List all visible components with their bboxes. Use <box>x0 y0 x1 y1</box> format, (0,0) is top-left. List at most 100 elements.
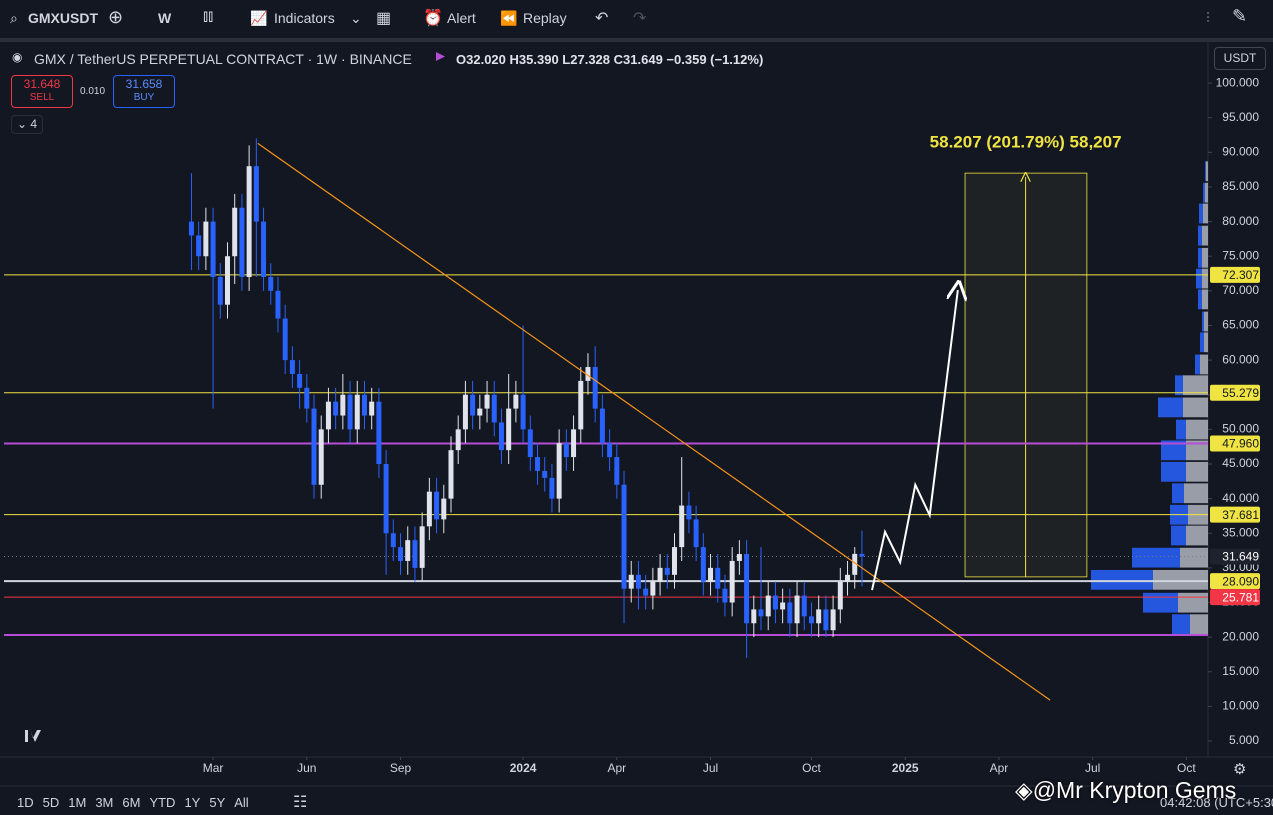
candle-body <box>621 484 627 589</box>
candle-body <box>484 394 490 409</box>
candle-body <box>852 553 858 575</box>
profile-up <box>1205 182 1208 203</box>
o: 32.020 <box>466 52 506 67</box>
y-tick-label: 50.000 <box>1222 422 1259 436</box>
candle-body <box>275 290 281 319</box>
chart-type[interactable]: ⫾⫾ <box>203 8 214 25</box>
candle-body <box>390 533 396 548</box>
date-range-icon[interactable]: ☷ <box>293 794 308 811</box>
profile-down <box>1161 440 1186 461</box>
candle-body <box>369 401 375 416</box>
x-tick-label: 2025 <box>892 761 919 775</box>
alert[interactable]: Alert <box>447 10 476 26</box>
draw-tool[interactable]: ✎ <box>1232 6 1248 26</box>
range-button[interactable]: All <box>234 795 249 810</box>
interval[interactable]: W <box>158 10 172 26</box>
buy-button[interactable]: 31.658 BUY <box>113 75 175 108</box>
candle-body <box>736 554 742 561</box>
c-key: C <box>613 52 624 67</box>
candle-body <box>780 602 786 610</box>
candle-body <box>715 567 721 589</box>
search-icon[interactable]: ⌕ <box>10 10 18 26</box>
candle-body <box>311 408 317 485</box>
candle-body <box>405 540 411 561</box>
candle-body <box>441 498 447 520</box>
y-tick-label: 80.000 <box>1222 214 1259 228</box>
buy-label: BUY <box>133 92 155 103</box>
profile-up <box>1190 614 1208 635</box>
price-tag <box>1210 435 1260 452</box>
candle-body <box>578 380 584 430</box>
candle-body <box>434 491 440 520</box>
settings[interactable]: ⚙ <box>1233 761 1247 778</box>
candle-body <box>830 609 836 631</box>
drag-handle[interactable]: ⠇ <box>1205 10 1216 26</box>
candle-body <box>751 609 757 624</box>
profile-up <box>1184 483 1208 504</box>
candle-body <box>628 574 634 589</box>
y-tick-label: 100.000 <box>1216 75 1260 89</box>
profile-up <box>1178 592 1208 613</box>
price-tag-label: 28.090 <box>1222 574 1259 588</box>
indicator-toggle[interactable]: ⌄ 4 <box>11 115 43 134</box>
y-tick-label: 95.000 <box>1222 110 1259 124</box>
candle-body <box>808 616 814 624</box>
currency: USDT <box>1223 51 1257 65</box>
candle-body <box>571 429 577 458</box>
indicators[interactable]: Indicators <box>274 10 335 26</box>
spread: 0.010 <box>80 86 106 97</box>
add-symbol[interactable]: ⊕ <box>108 7 124 27</box>
buy-price: 31.658 <box>125 77 163 91</box>
profile-down <box>1176 419 1186 440</box>
candle-body <box>304 387 310 409</box>
range-button[interactable]: 5Y <box>209 795 226 810</box>
indicators-icon[interactable]: 📈 <box>250 10 268 26</box>
profile-up <box>1202 225 1208 246</box>
range-button[interactable]: 1M <box>68 795 87 810</box>
range-button[interactable]: 1Y <box>184 795 201 810</box>
symbol[interactable]: GMXUSDT <box>28 10 98 26</box>
candle-body <box>722 588 728 603</box>
candle-body <box>282 318 288 361</box>
candle-body <box>376 401 382 464</box>
sell-button[interactable]: 31.648 SELL <box>11 75 73 108</box>
candle-body <box>491 394 497 423</box>
layouts[interactable]: ▦ <box>376 10 392 27</box>
price-tag-label: 55.279 <box>1222 386 1259 400</box>
candle-body <box>794 595 800 624</box>
legend-title: GMX / TetherUS PERPETUAL CONTRACT · 1W ·… <box>34 51 412 67</box>
range-button[interactable]: 1D <box>17 795 34 810</box>
profile-down <box>1205 161 1206 182</box>
range-button[interactable]: YTD <box>149 795 176 810</box>
candle-body <box>700 547 706 582</box>
y-tick-label: 15.000 <box>1222 664 1259 678</box>
h-key: H <box>509 52 519 67</box>
profile-down <box>1091 569 1153 590</box>
replay-icon[interactable]: ⏪ <box>500 10 518 26</box>
range-bar: 1D 5D 1M 3M 6M YTD 1Y 5Y All <box>17 795 249 810</box>
profile-down <box>1195 354 1200 375</box>
profile-down <box>1132 547 1180 568</box>
profile-down <box>1203 182 1205 203</box>
currency-button[interactable]: USDT <box>1214 47 1266 70</box>
alert-icon[interactable]: ⏰ <box>423 10 443 27</box>
redo[interactable]: ↷ <box>633 10 647 27</box>
candle-body <box>765 595 771 617</box>
range-button[interactable]: 3M <box>95 795 114 810</box>
dropdown[interactable]: ⌄ <box>350 10 362 26</box>
y-tick-label: 45.000 <box>1222 456 1259 470</box>
range-button[interactable]: 6M <box>122 795 141 810</box>
candle-body <box>217 277 223 305</box>
l: 27.328 <box>570 52 611 67</box>
range-button[interactable]: 5D <box>42 795 60 810</box>
price-tag-label: 31.649 <box>1222 550 1259 564</box>
replay[interactable]: Replay <box>523 10 567 26</box>
x-tick-label: Oct <box>1177 761 1196 775</box>
candle-body <box>585 367 591 381</box>
x-tick-label: Sep <box>390 761 412 775</box>
candle-body <box>498 422 504 451</box>
x-tick-label: Apr <box>607 761 626 775</box>
undo[interactable]: ↶ <box>595 10 609 27</box>
candle-body <box>412 540 418 568</box>
